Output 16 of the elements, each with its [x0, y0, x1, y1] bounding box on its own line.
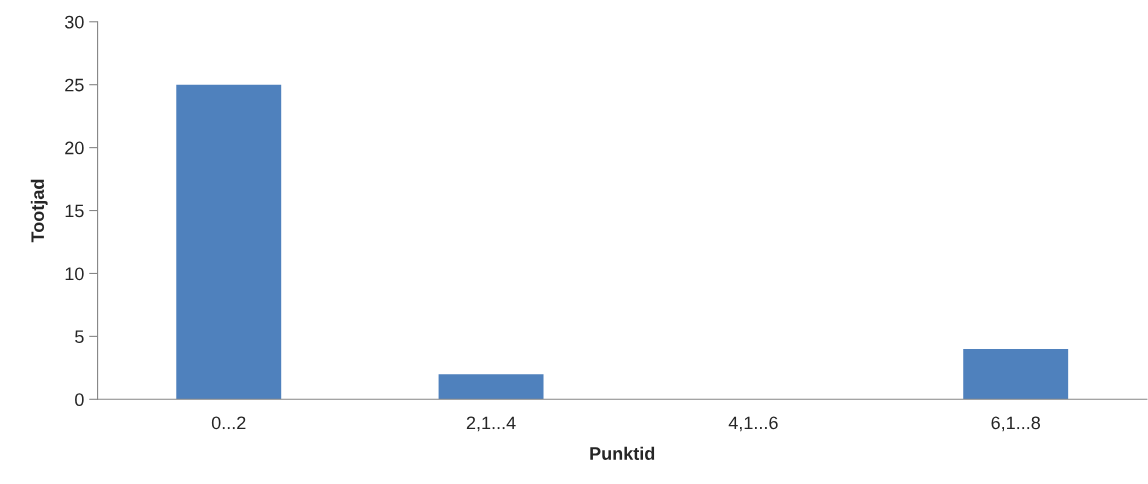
- y-tick-label: 15: [65, 204, 84, 218]
- y-tick-label: 25: [65, 78, 84, 92]
- y-tick-label: 20: [65, 141, 84, 155]
- y-tick-label: 10: [65, 267, 84, 281]
- x-tick-label: 2,1...4: [466, 416, 516, 432]
- bar: [176, 84, 282, 400]
- x-tick-label: 0...2: [211, 416, 246, 430]
- y-tick-label: 0: [75, 393, 84, 407]
- x-tick-label: 6,1...8: [991, 416, 1041, 432]
- bar: [438, 374, 544, 400]
- x-axis-title: Punktid: [590, 446, 655, 460]
- x-tick-label: 4,1...6: [728, 416, 778, 432]
- y-tick-label: 5: [75, 330, 84, 344]
- y-tick-label: 30: [64, 15, 84, 29]
- bar: [963, 348, 1069, 400]
- y-axis-title: Tootjad: [30, 179, 48, 243]
